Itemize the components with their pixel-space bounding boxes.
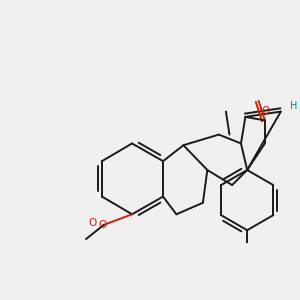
Text: O: O [98,220,107,230]
Text: O: O [88,218,97,228]
Text: O: O [262,106,270,116]
Text: H: H [290,100,297,111]
